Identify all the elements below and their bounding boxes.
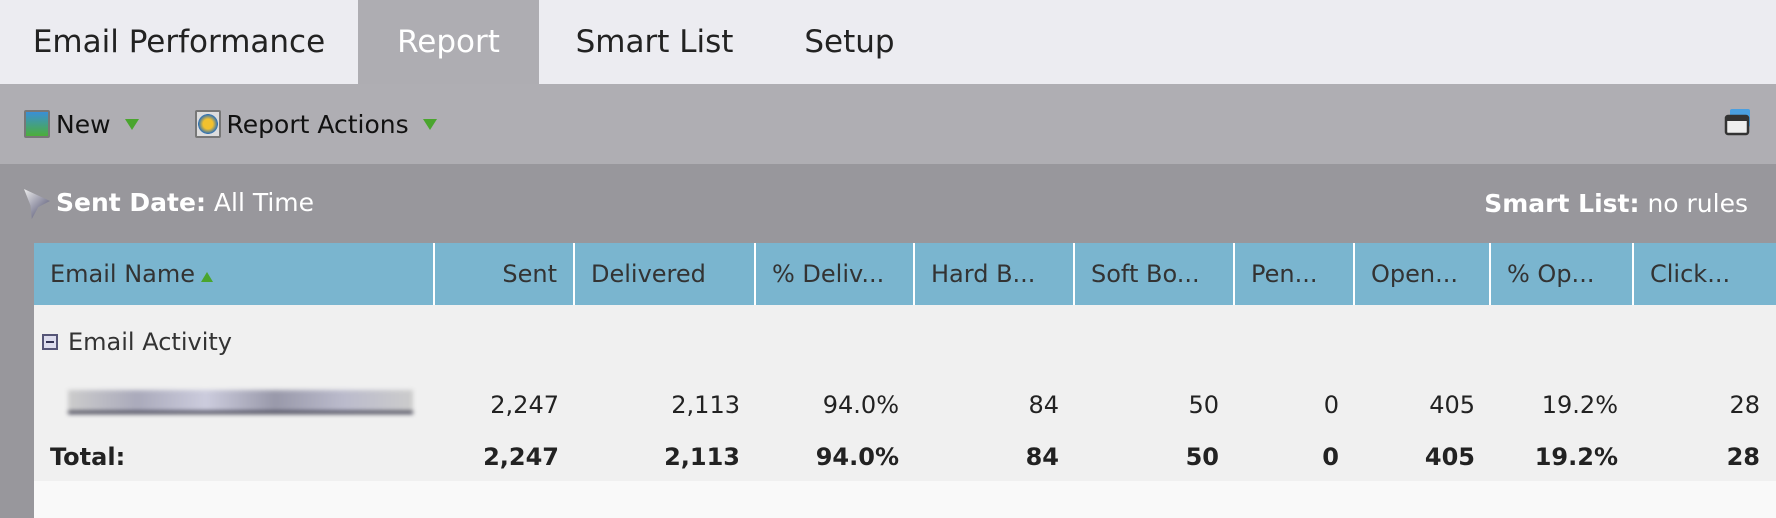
table-header: Email Name Sent Delivered % Deliv... Har… — [34, 243, 1776, 305]
total-hard-bounced: 84 — [1025, 443, 1059, 471]
column-header-hard-bounced[interactable]: Hard B... — [915, 243, 1075, 305]
cell-delivered: 2,113 — [671, 391, 740, 419]
filter-bar: Sent Date: All Time Smart List: no rules — [0, 164, 1776, 243]
total-soft-bounced: 50 — [1185, 443, 1219, 471]
column-header-email-name[interactable]: Email Name — [34, 243, 435, 305]
total-sent: 2,247 — [483, 443, 559, 471]
cell-pct-delivered: 94.0% — [822, 391, 899, 419]
column-header-pct-opened[interactable]: % Op... — [1491, 243, 1634, 305]
smart-list-filter[interactable]: Smart List: no rules — [1484, 189, 1748, 218]
email-name-link[interactable] — [34, 390, 435, 420]
column-label: Email Name — [50, 260, 196, 288]
filter-icon — [24, 189, 50, 219]
column-header-pending[interactable]: Pen... — [1235, 243, 1355, 305]
chart-icon — [24, 110, 50, 138]
dropdown-arrow-icon — [422, 118, 437, 130]
tab-bar: Email Performance Report Smart List Setu… — [0, 0, 1776, 84]
total-pct-delivered: 94.0% — [815, 443, 899, 471]
collapse-icon[interactable] — [42, 334, 58, 350]
cell-pending: 0 — [1323, 391, 1339, 419]
column-header-pct-delivered[interactable]: % Deliv... — [756, 243, 915, 305]
tab-report[interactable]: Report — [358, 0, 539, 84]
dropdown-arrow-icon — [124, 118, 139, 130]
column-header-opened[interactable]: Open... — [1355, 243, 1491, 305]
total-row: Total: 2,247 2,113 94.0% 84 50 0 405 19.… — [34, 431, 1776, 483]
column-header-delivered[interactable]: Delivered — [575, 243, 756, 305]
table-row: 2,247 2,113 94.0% 84 50 0 405 19.2% 28 — [34, 379, 1776, 431]
column-header-sent[interactable]: Sent — [435, 243, 575, 305]
total-opened: 405 — [1424, 443, 1475, 471]
report-table: Email Name Sent Delivered % Deliv... Har… — [34, 243, 1776, 518]
redacted-email-name[interactable] — [68, 390, 413, 414]
report-icon — [194, 110, 221, 138]
cell-sent: 2,247 — [490, 391, 559, 419]
group-row[interactable]: Email Activity — [34, 305, 1776, 379]
cell-clicked: 28 — [1729, 391, 1760, 419]
total-label: Total: — [50, 443, 126, 471]
total-delivered: 2,113 — [664, 443, 740, 471]
column-header-soft-bounced[interactable]: Soft Bo... — [1075, 243, 1235, 305]
sort-ascending-icon — [201, 272, 214, 282]
smart-list-value: no rules — [1647, 189, 1748, 218]
sent-date-label: Sent Date: — [56, 188, 206, 217]
total-pct-opened: 19.2% — [1534, 443, 1618, 471]
report-actions-label: Report Actions — [226, 109, 409, 139]
report-actions-button[interactable]: Report Actions — [194, 109, 437, 139]
sent-date-filter[interactable]: Sent Date: All Time — [24, 188, 314, 219]
group-label: Email Activity — [68, 328, 232, 356]
new-button[interactable]: New — [24, 110, 139, 139]
total-clicked: 28 — [1726, 443, 1760, 471]
tab-smart-list[interactable]: Smart List — [575, 24, 734, 60]
cell-pct-opened: 19.2% — [1541, 391, 1618, 419]
cell-hard-bounced: 84 — [1028, 391, 1059, 419]
new-label: New — [56, 109, 111, 139]
toolbar: New Report Actions — [0, 84, 1776, 164]
smart-list-label: Smart List: — [1484, 189, 1640, 218]
cell-opened: 405 — [1429, 391, 1475, 419]
table-body: Email Activity 2,247 2,113 94.0% 84 50 0… — [34, 305, 1776, 481]
new-window-icon[interactable] — [1724, 108, 1752, 136]
cell-soft-bounced: 50 — [1188, 391, 1219, 419]
tab-setup[interactable]: Setup — [804, 24, 895, 60]
column-header-clicked[interactable]: Click... — [1650, 260, 1731, 288]
tab-email-performance[interactable]: Email Performance — [32, 24, 326, 60]
sent-date-value: All Time — [213, 188, 315, 217]
total-pending: 0 — [1322, 443, 1339, 471]
